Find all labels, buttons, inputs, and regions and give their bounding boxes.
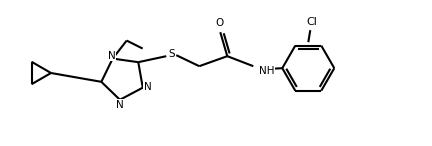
Text: Cl: Cl xyxy=(307,17,318,27)
Text: N: N xyxy=(116,100,124,110)
Text: N: N xyxy=(144,82,152,92)
Text: NH: NH xyxy=(259,66,275,76)
Text: S: S xyxy=(168,49,175,59)
Text: O: O xyxy=(215,18,223,28)
Text: N: N xyxy=(108,51,115,61)
